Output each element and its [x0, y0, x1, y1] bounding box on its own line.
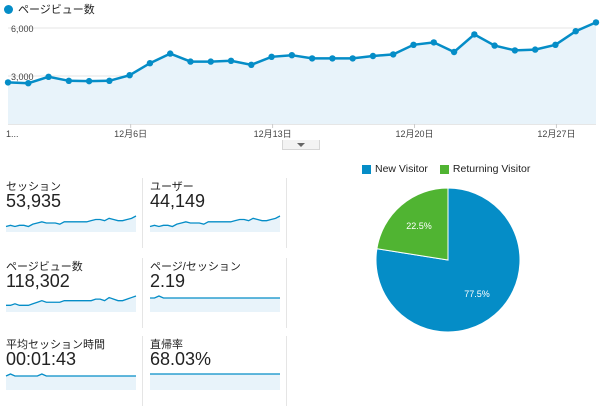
data-point[interactable] — [531, 46, 539, 53]
data-point[interactable] — [106, 77, 113, 85]
main-chart-series-label: ページビュー数 — [18, 4, 95, 16]
main-chart-legend: ページビュー数 — [4, 2, 95, 16]
chevron-down-icon — [297, 142, 305, 147]
metric-pages-per-session[interactable]: ページ/セッション 2.19 — [148, 258, 287, 328]
data-point[interactable] — [511, 47, 519, 54]
metric-value: 00:01:43 — [6, 349, 77, 369]
sparkline — [6, 295, 137, 312]
metric-value: 118,302 — [6, 271, 70, 291]
sparkline-area — [6, 374, 136, 390]
data-point[interactable] — [25, 80, 32, 87]
metric-users[interactable]: ユーザー 44,149 — [148, 178, 287, 248]
data-point[interactable] — [552, 41, 559, 48]
sparkline-area — [6, 216, 136, 232]
data-point[interactable] — [572, 28, 579, 35]
data-point[interactable] — [4, 79, 12, 86]
metric-bounce-rate[interactable]: 直帰率 68.03% — [148, 336, 287, 406]
data-point[interactable] — [65, 77, 73, 85]
legend-swatch-new — [362, 164, 371, 174]
pageviews-line-chart: 3,000 6,000 1... 12月6日 12月13日 12月20日 12月27日 — [4, 19, 600, 139]
sparkline-line — [150, 295, 280, 299]
data-point[interactable] — [329, 55, 336, 62]
series-area — [8, 22, 596, 124]
data-point[interactable] — [268, 53, 275, 60]
metric-label: 平均セッション時間 — [6, 339, 105, 351]
legend-item-returning-visitor[interactable]: Returning Visitor — [439, 163, 531, 175]
data-point[interactable] — [491, 42, 498, 49]
data-point[interactable] — [369, 52, 377, 60]
data-point[interactable] — [248, 61, 255, 68]
sparkline-line — [5, 373, 136, 377]
sparkline — [150, 295, 280, 312]
x-tick-label: 12月6日 — [114, 129, 147, 139]
sparkline — [5, 373, 136, 390]
data-point[interactable] — [450, 48, 458, 56]
legend-swatch-returning — [439, 164, 449, 174]
legend-label-new: New Visitor — [375, 163, 428, 175]
metric-value: 53,935 — [6, 191, 62, 211]
x-tick-label: 12月27日 — [537, 129, 575, 139]
pie-value-label: 77.5% — [464, 289, 490, 299]
sparkline-line — [5, 215, 137, 228]
chart-collapse-toggle[interactable] — [282, 140, 320, 150]
series-dot-icon — [4, 4, 13, 14]
metric-label: ページビュー数 — [6, 261, 83, 273]
x-tick-label: 12月13日 — [254, 129, 292, 139]
sparkline — [150, 373, 280, 390]
data-point[interactable] — [410, 41, 417, 48]
sparkline — [149, 215, 281, 232]
x-tick-label: 12月20日 — [396, 129, 434, 139]
sparkline-line — [149, 215, 281, 228]
pie-slice-returning-visitor[interactable] — [376, 187, 449, 261]
x-tick-label: 1... — [6, 129, 19, 139]
pie-legend: New Visitor Returning Visitor — [362, 163, 542, 175]
legend-item-new-visitor[interactable]: New Visitor — [362, 163, 428, 175]
metric-label: セッション — [6, 181, 61, 193]
data-point[interactable] — [592, 19, 600, 26]
sparkline-area — [150, 296, 280, 312]
data-point[interactable] — [146, 60, 154, 67]
metric-label: ページ/セッション — [150, 261, 241, 273]
data-point[interactable] — [288, 52, 296, 59]
data-point[interactable] — [227, 57, 235, 64]
sparkline-area — [6, 296, 136, 312]
metric-pageviews[interactable]: ページビュー数 118,302 — [4, 258, 143, 328]
data-point[interactable] — [187, 58, 194, 65]
data-point[interactable] — [308, 55, 316, 62]
data-point[interactable] — [45, 73, 52, 81]
metric-label: ユーザー — [150, 181, 194, 193]
sparkline — [5, 215, 137, 232]
data-point[interactable] — [349, 55, 356, 62]
y-tick-label: 6,000 — [11, 24, 34, 34]
data-point[interactable] — [430, 39, 437, 46]
pie-value-label: 22.5% — [406, 221, 432, 231]
metric-label: 直帰率 — [150, 339, 183, 351]
data-point[interactable] — [167, 50, 174, 57]
sparkline-area — [150, 374, 280, 390]
metric-value: 44,149 — [150, 191, 206, 211]
sparkline-line — [6, 295, 137, 306]
data-point[interactable] — [126, 72, 133, 79]
sparkline-area — [150, 216, 280, 232]
legend-label-returning: Returning Visitor — [452, 163, 531, 175]
data-point[interactable] — [471, 31, 478, 38]
metric-value: 68.03% — [150, 349, 212, 369]
metric-value: 2.19 — [150, 271, 186, 291]
metric-sessions[interactable]: セッション 53,935 — [4, 178, 143, 248]
data-point[interactable] — [207, 58, 214, 65]
visitor-type-pie-chart: 77.5% 22.5% — [375, 187, 521, 333]
data-point[interactable] — [390, 51, 397, 58]
y-tick-label: 3,000 — [11, 72, 34, 82]
metric-avg-session-duration[interactable]: 平均セッション時間 00:01:43 — [4, 336, 143, 406]
data-point[interactable] — [85, 77, 93, 85]
series-line — [7, 21, 597, 85]
